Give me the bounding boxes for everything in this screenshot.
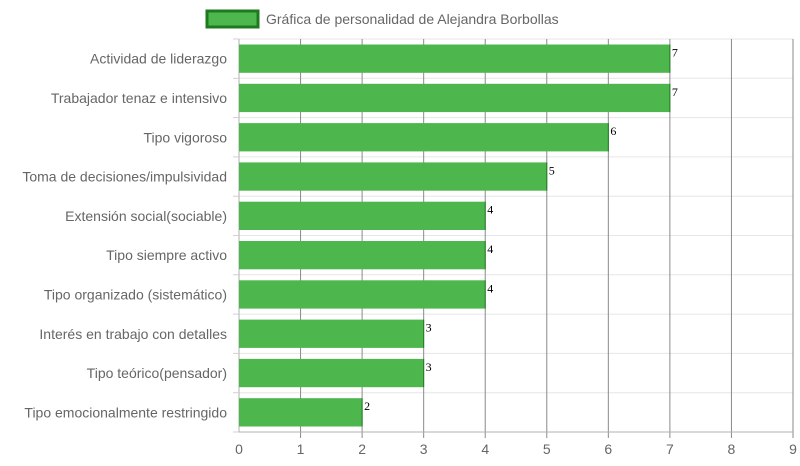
data-label: 4 bbox=[487, 281, 493, 295]
x-tick-label: 0 bbox=[235, 441, 243, 457]
bar[interactable] bbox=[239, 319, 424, 348]
data-label: 3 bbox=[426, 360, 432, 374]
data-label: 5 bbox=[549, 163, 555, 177]
category-label: Tipo siempre activo bbox=[106, 247, 227, 263]
value-axis-labels: 0 1 2 3 4 5 6 7 8 9 bbox=[235, 441, 797, 457]
bar[interactable] bbox=[239, 83, 670, 113]
x-tick-label: 1 bbox=[297, 441, 305, 457]
legend-swatch bbox=[205, 9, 260, 29]
category-label: Tipo emocionalmente restringido bbox=[24, 404, 227, 420]
bar[interactable] bbox=[239, 162, 547, 191]
legend-label: Gráfica de personalidad de Alejandra Bor… bbox=[266, 11, 559, 27]
data-label: 4 bbox=[487, 203, 493, 217]
x-tick-label: 6 bbox=[604, 441, 612, 457]
data-label: 7 bbox=[672, 85, 678, 99]
category-label: Tipo organizado (sistemático) bbox=[44, 286, 227, 302]
bar[interactable] bbox=[239, 123, 609, 152]
category-label: Toma de decisiones/impulsividad bbox=[22, 169, 227, 185]
bar[interactable] bbox=[239, 241, 486, 270]
category-label: Tipo vigoroso bbox=[143, 129, 227, 145]
data-label: 2 bbox=[364, 399, 370, 413]
x-tick-label: 9 bbox=[789, 441, 797, 457]
bar[interactable] bbox=[239, 280, 486, 309]
data-label: 7 bbox=[672, 46, 678, 60]
x-tick-label: 5 bbox=[543, 441, 551, 457]
x-tick-label: 2 bbox=[358, 441, 366, 457]
x-tick-label: 3 bbox=[420, 441, 428, 457]
bars bbox=[239, 44, 671, 427]
x-tick-label: 7 bbox=[666, 441, 674, 457]
category-label: Trabajador tenaz e intensivo bbox=[51, 90, 227, 106]
category-label: Actividad de liderazgo bbox=[90, 51, 227, 67]
category-axis-labels: Actividad de liderazgo Trabajador tenaz e… bbox=[22, 51, 227, 421]
data-label: 6 bbox=[610, 124, 616, 138]
bar[interactable] bbox=[239, 398, 363, 427]
data-label: 3 bbox=[426, 321, 432, 335]
bar[interactable] bbox=[239, 358, 424, 388]
bar[interactable] bbox=[239, 44, 670, 73]
x-tick-label: 8 bbox=[728, 441, 736, 457]
data-labels: 7 7 6 5 4 4 4 3 3 2 bbox=[364, 46, 678, 414]
data-label: 4 bbox=[487, 242, 493, 256]
category-label: Tipo teórico(pensador) bbox=[87, 365, 227, 381]
bar[interactable] bbox=[239, 201, 486, 230]
x-tick-label: 4 bbox=[481, 441, 489, 457]
category-label: Interés en trabajo con detalles bbox=[39, 326, 227, 342]
legend[interactable]: Gráfica de personalidad de Alejandra Bor… bbox=[205, 9, 559, 29]
category-label: Extensión social(sociable) bbox=[65, 208, 227, 224]
